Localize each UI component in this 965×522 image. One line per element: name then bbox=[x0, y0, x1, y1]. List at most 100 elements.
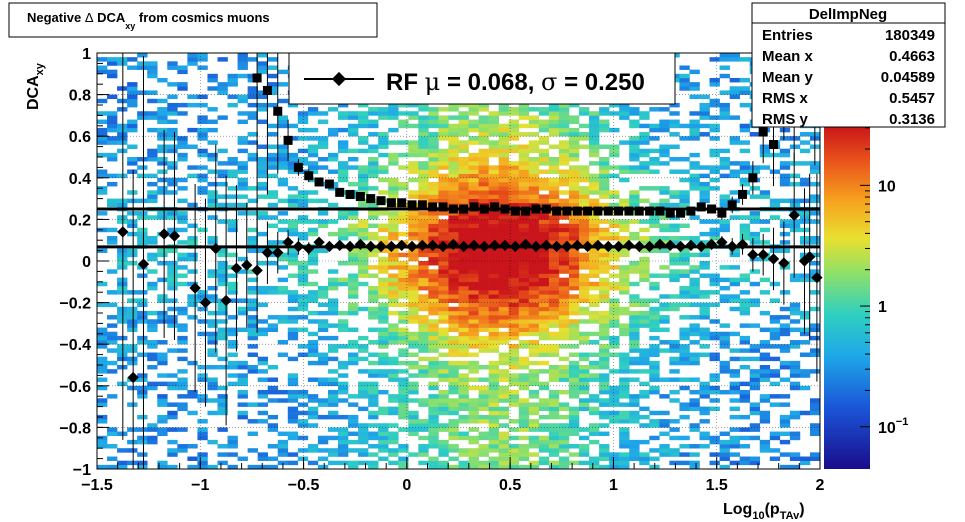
stats-box: DelImpNeg Entries 180349 Mean x 0.4663 Mean … bbox=[751, 2, 946, 128]
mean-marker bbox=[447, 238, 459, 251]
sigma-marker bbox=[366, 194, 376, 204]
sigma-marker bbox=[738, 189, 748, 199]
stats-box-name: DelImpNeg bbox=[809, 6, 887, 23]
mean-marker bbox=[736, 238, 749, 251]
sigma-marker bbox=[324, 179, 334, 189]
mean-marker bbox=[406, 240, 418, 253]
sigma-marker bbox=[521, 206, 531, 216]
fit-legend: RF μ = 0.068, σ = 0.250 bbox=[288, 52, 676, 105]
mean-marker bbox=[468, 239, 480, 252]
sigma-marker bbox=[314, 177, 324, 187]
x-tick-label: −0.5 bbox=[288, 477, 320, 494]
sigma-marker bbox=[273, 106, 283, 116]
mean-marker bbox=[519, 238, 532, 251]
x-tick-label: 0.5 bbox=[499, 477, 521, 494]
mean-marker bbox=[334, 239, 346, 252]
stats-row-value: 0.3136 bbox=[889, 111, 935, 128]
sigma-marker bbox=[624, 206, 634, 216]
mean-marker bbox=[804, 251, 816, 263]
mean-marker bbox=[664, 239, 676, 252]
mean-marker bbox=[509, 240, 521, 253]
sigma-marker bbox=[707, 204, 717, 214]
mean-marker bbox=[643, 240, 656, 253]
heatmap-cells bbox=[97, 53, 820, 469]
mean-marker bbox=[458, 240, 470, 253]
mean-marker bbox=[127, 371, 139, 384]
profile-markers bbox=[117, 53, 823, 469]
y-axis-ticks: −1 −0.8 −0.6 −0.4 −0.2 0 0.2 0.4 0.6 0.8 1 bbox=[59, 46, 109, 479]
sigma-marker bbox=[696, 202, 706, 212]
mean-marker bbox=[354, 238, 367, 251]
mean-marker bbox=[654, 238, 666, 251]
sigma-marker bbox=[645, 206, 655, 216]
mean-marker bbox=[261, 247, 274, 259]
mean-marker bbox=[272, 247, 284, 259]
y-tick-label: −1 bbox=[73, 462, 91, 479]
sigma-marker bbox=[407, 200, 417, 210]
sigma-marker bbox=[262, 85, 272, 95]
stats-row-label: RMS x bbox=[762, 90, 809, 107]
x-tick-label: 0 bbox=[402, 477, 411, 494]
stats-row-value: 180349 bbox=[885, 27, 935, 44]
mean-marker bbox=[158, 228, 170, 240]
mean-marker bbox=[323, 240, 336, 253]
mean-marker bbox=[726, 240, 738, 253]
mean-marker bbox=[210, 242, 222, 255]
mean-marker bbox=[313, 236, 325, 248]
sigma-marker bbox=[252, 73, 262, 83]
mean-marker bbox=[385, 240, 398, 253]
mean-marker bbox=[488, 239, 501, 252]
mean-marker bbox=[602, 240, 614, 253]
sigma-marker bbox=[428, 202, 438, 212]
mean-marker bbox=[137, 258, 150, 270]
sigma-marker bbox=[603, 206, 613, 216]
mean-marker bbox=[344, 240, 356, 253]
y-tick-label: −0.2 bbox=[59, 296, 91, 313]
mean-marker bbox=[168, 230, 181, 242]
legend-marker-sample bbox=[331, 71, 347, 87]
stats-row-label: Mean x bbox=[762, 48, 814, 65]
sigma-marker bbox=[727, 200, 737, 210]
z-tick-label: 10 bbox=[878, 178, 896, 195]
y-tick-label: −0.6 bbox=[59, 379, 91, 396]
sigma-marker bbox=[552, 206, 562, 216]
x-tick-label: −1.5 bbox=[81, 477, 113, 494]
mean-marker bbox=[705, 238, 718, 251]
mean-marker bbox=[220, 294, 232, 307]
sigma-marker bbox=[397, 198, 407, 208]
mean-marker bbox=[117, 226, 129, 238]
z-tick-label: 10−1 bbox=[878, 416, 908, 437]
grid-lines bbox=[97, 53, 820, 469]
sigma-marker bbox=[500, 204, 510, 214]
sigma-marker bbox=[758, 127, 768, 137]
sigma-marker bbox=[541, 204, 551, 214]
sigma-marker bbox=[293, 162, 303, 172]
y-tick-label: 0 bbox=[82, 254, 91, 271]
stats-row-label: Mean y bbox=[762, 69, 814, 86]
mean-marker bbox=[478, 240, 490, 253]
sigma-marker bbox=[686, 206, 696, 216]
mean-marker bbox=[747, 249, 759, 261]
stats-row-label: RMS y bbox=[762, 111, 809, 128]
x-axis-ticks: −1.5 −1 −0.5 0 0.5 1 1.5 2 bbox=[81, 457, 825, 494]
sigma-marker bbox=[676, 208, 686, 218]
legend-label: RF μ = 0.068, σ = 0.250 bbox=[386, 68, 645, 96]
sigma-marker bbox=[386, 198, 396, 208]
mean-marker bbox=[633, 240, 645, 253]
x-axis-title: Log10(pTAv) bbox=[723, 501, 805, 522]
sigma-marker bbox=[665, 208, 675, 218]
mean-marker bbox=[612, 240, 625, 253]
y-tick-label: −0.4 bbox=[59, 337, 91, 354]
sigma-marker bbox=[345, 189, 355, 199]
y-tick-label: −0.8 bbox=[59, 420, 91, 437]
sigma-marker bbox=[593, 206, 603, 216]
mean-marker bbox=[241, 259, 253, 271]
sigma-marker bbox=[748, 173, 758, 183]
stats-row-value: 0.4663 bbox=[889, 48, 935, 65]
mean-marker bbox=[199, 296, 212, 309]
sigma-marker bbox=[376, 196, 386, 206]
sigma-marker bbox=[417, 200, 427, 210]
x-tick-label: 1.5 bbox=[706, 477, 728, 494]
stats-row-value: 0.04589 bbox=[881, 69, 935, 86]
chart-title: Negative Δ DCAxy from cosmics muons bbox=[27, 10, 270, 31]
